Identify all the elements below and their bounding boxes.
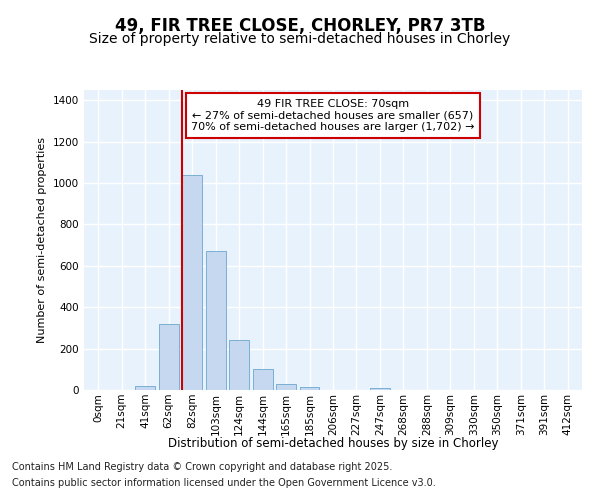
Text: 49 FIR TREE CLOSE: 70sqm
← 27% of semi-detached houses are smaller (657)
70% of : 49 FIR TREE CLOSE: 70sqm ← 27% of semi-d…: [191, 99, 475, 132]
Bar: [299, 387, 319, 390]
Y-axis label: Number of semi-detached properties: Number of semi-detached properties: [37, 137, 47, 343]
Bar: [229, 340, 249, 390]
Bar: [182, 175, 202, 390]
Bar: [206, 252, 226, 390]
Text: Contains HM Land Registry data © Crown copyright and database right 2025.: Contains HM Land Registry data © Crown c…: [12, 462, 392, 472]
Bar: [370, 388, 390, 390]
Bar: [276, 384, 296, 390]
Text: 49, FIR TREE CLOSE, CHORLEY, PR7 3TB: 49, FIR TREE CLOSE, CHORLEY, PR7 3TB: [115, 18, 485, 36]
Bar: [253, 370, 272, 390]
Bar: [135, 386, 155, 390]
Bar: [158, 324, 179, 390]
Text: Size of property relative to semi-detached houses in Chorley: Size of property relative to semi-detach…: [89, 32, 511, 46]
Text: Contains public sector information licensed under the Open Government Licence v3: Contains public sector information licen…: [12, 478, 436, 488]
Text: Distribution of semi-detached houses by size in Chorley: Distribution of semi-detached houses by …: [168, 438, 498, 450]
